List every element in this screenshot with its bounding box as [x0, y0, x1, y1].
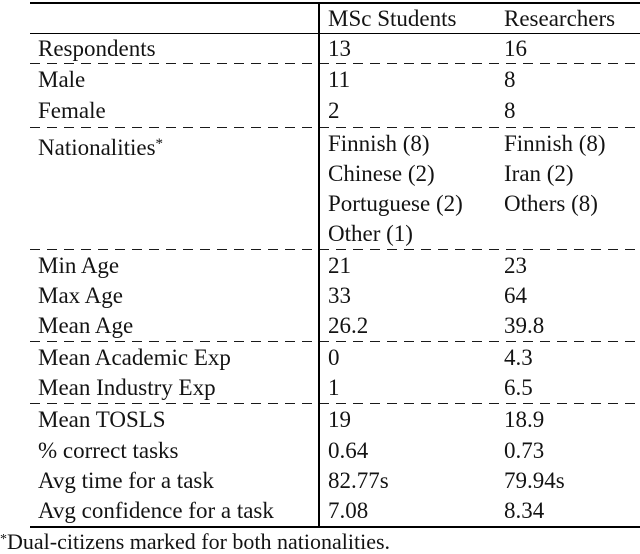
table-header-row: MSc Students Researchers [30, 4, 640, 33]
column-separator [318, 2, 320, 526]
cell-researchers: 39.8 [504, 313, 545, 339]
table-row: Avg confidence for a task 7.08 8.34 [30, 496, 640, 526]
cell-msc: 21 [328, 252, 351, 278]
row-label: % correct tasks [38, 437, 179, 463]
row-label-text: Nationalities [38, 134, 156, 160]
rule-dashed [30, 62, 640, 65]
rule-dashed [30, 340, 640, 343]
cell-msc: 11 [328, 67, 351, 93]
asterisk-marker: * [155, 135, 164, 152]
nationality-line: Others (8) [504, 190, 598, 216]
table-row: Mean Industry Exp 1 6.5 [30, 373, 640, 403]
row-label: Max Age [38, 283, 123, 309]
row-label: Mean Industry Exp [38, 375, 216, 401]
table-row: Respondents 13 16 [30, 34, 640, 63]
column-header-researchers: Researchers [504, 5, 616, 31]
table-row: Min Age 21 23 [30, 250, 640, 280]
table-row: Max Age 33 64 [30, 280, 640, 310]
row-label: Avg confidence for a task [38, 498, 274, 524]
group-performance: Mean TOSLS 19 18.9 % correct tasks 0.64 … [30, 404, 640, 526]
cell-msc: Finnish (8) Chinese (2) Portuguese (2) O… [318, 129, 503, 249]
cell-researchers: 23 [504, 252, 527, 278]
row-label: Mean Academic Exp [38, 345, 231, 370]
group-nationalities: Nationalities* Finnish (8) Chinese (2) P… [30, 128, 640, 249]
row-label: Avg time for a task [38, 467, 214, 493]
cell-msc: 19 [328, 407, 351, 433]
rule-dashed [30, 402, 640, 405]
nationality-line: Iran (2) [504, 160, 574, 186]
cell-researchers: 79.94s [504, 467, 565, 493]
table-row: Mean Age 26.2 39.8 [30, 311, 640, 341]
cell-msc: 0.64 [328, 437, 369, 463]
cell-researchers: 6.5 [504, 375, 533, 401]
table-row: Mean Academic Exp 0 4.3 [30, 342, 640, 372]
cell-msc: 7.08 [328, 498, 369, 524]
demographics-table: MSc Students Researchers Respondents 13 … [30, 2, 640, 528]
nationality-line: Other (1) [328, 220, 413, 246]
footnote-text: Dual-citizens marked for both nationalit… [7, 529, 391, 554]
cell-msc: 26.2 [328, 313, 369, 339]
cell-msc: 82.77s [328, 467, 389, 493]
row-label: Nationalities* [30, 129, 318, 163]
table-row: Male 11 8 [30, 64, 640, 95]
cell-researchers: 4.3 [504, 345, 533, 370]
group-age: Min Age 21 23 Max Age 33 64 Mean Age 26.… [30, 250, 640, 341]
row-label: Respondents [38, 35, 156, 61]
cell-msc: 13 [328, 35, 351, 61]
rule-dashed [30, 248, 640, 251]
table-row: % correct tasks 0.64 0.73 [30, 435, 640, 465]
table-row: Nationalities* Finnish (8) Chinese (2) P… [30, 128, 640, 249]
rule-dashed [30, 126, 640, 129]
group-experience: Mean Academic Exp 0 4.3 Mean Industry Ex… [30, 342, 640, 403]
row-label: Male [38, 67, 86, 93]
cell-researchers: 8 [504, 67, 516, 93]
row-label: Min Age [38, 252, 120, 278]
cell-msc: 0 [328, 345, 340, 370]
group-respondents: Respondents 13 16 [30, 34, 640, 63]
table-footnote: *Dual-citizens marked for both nationali… [0, 527, 390, 554]
cell-researchers: Finnish (8) Iran (2) Others (8) [503, 129, 640, 219]
cell-msc: 1 [328, 375, 340, 401]
cell-msc: 33 [328, 283, 351, 309]
rule-top [30, 2, 640, 4]
nationality-line: Finnish (8) [328, 130, 430, 156]
table-row: Avg time for a task 82.77s 79.94s [30, 465, 640, 495]
rule-header-underline [30, 32, 640, 34]
cell-researchers: 64 [504, 283, 527, 309]
cell-msc: 2 [328, 98, 340, 124]
group-gender: Male 11 8 Female 2 8 [30, 64, 640, 127]
column-header-msc: MSc Students [328, 5, 457, 31]
cell-researchers: 0.73 [504, 437, 545, 463]
rule-bottom [30, 525, 640, 528]
table-row: Female 2 8 [30, 95, 640, 126]
row-label: Mean Age [38, 313, 134, 339]
nationality-line: Portuguese (2) [328, 190, 463, 216]
footnote-asterisk: * [0, 532, 7, 547]
nationality-line: Chinese (2) [328, 160, 435, 186]
nationality-line: Finnish (8) [504, 130, 606, 156]
cell-researchers: 16 [504, 35, 527, 61]
cell-researchers: 18.9 [504, 407, 545, 433]
cell-researchers: 8 [504, 98, 516, 124]
row-label: Female [38, 98, 106, 124]
cell-researchers: 8.34 [504, 498, 545, 524]
table-row: Mean TOSLS 19 18.9 [30, 404, 640, 434]
row-label: Mean TOSLS [38, 407, 166, 433]
